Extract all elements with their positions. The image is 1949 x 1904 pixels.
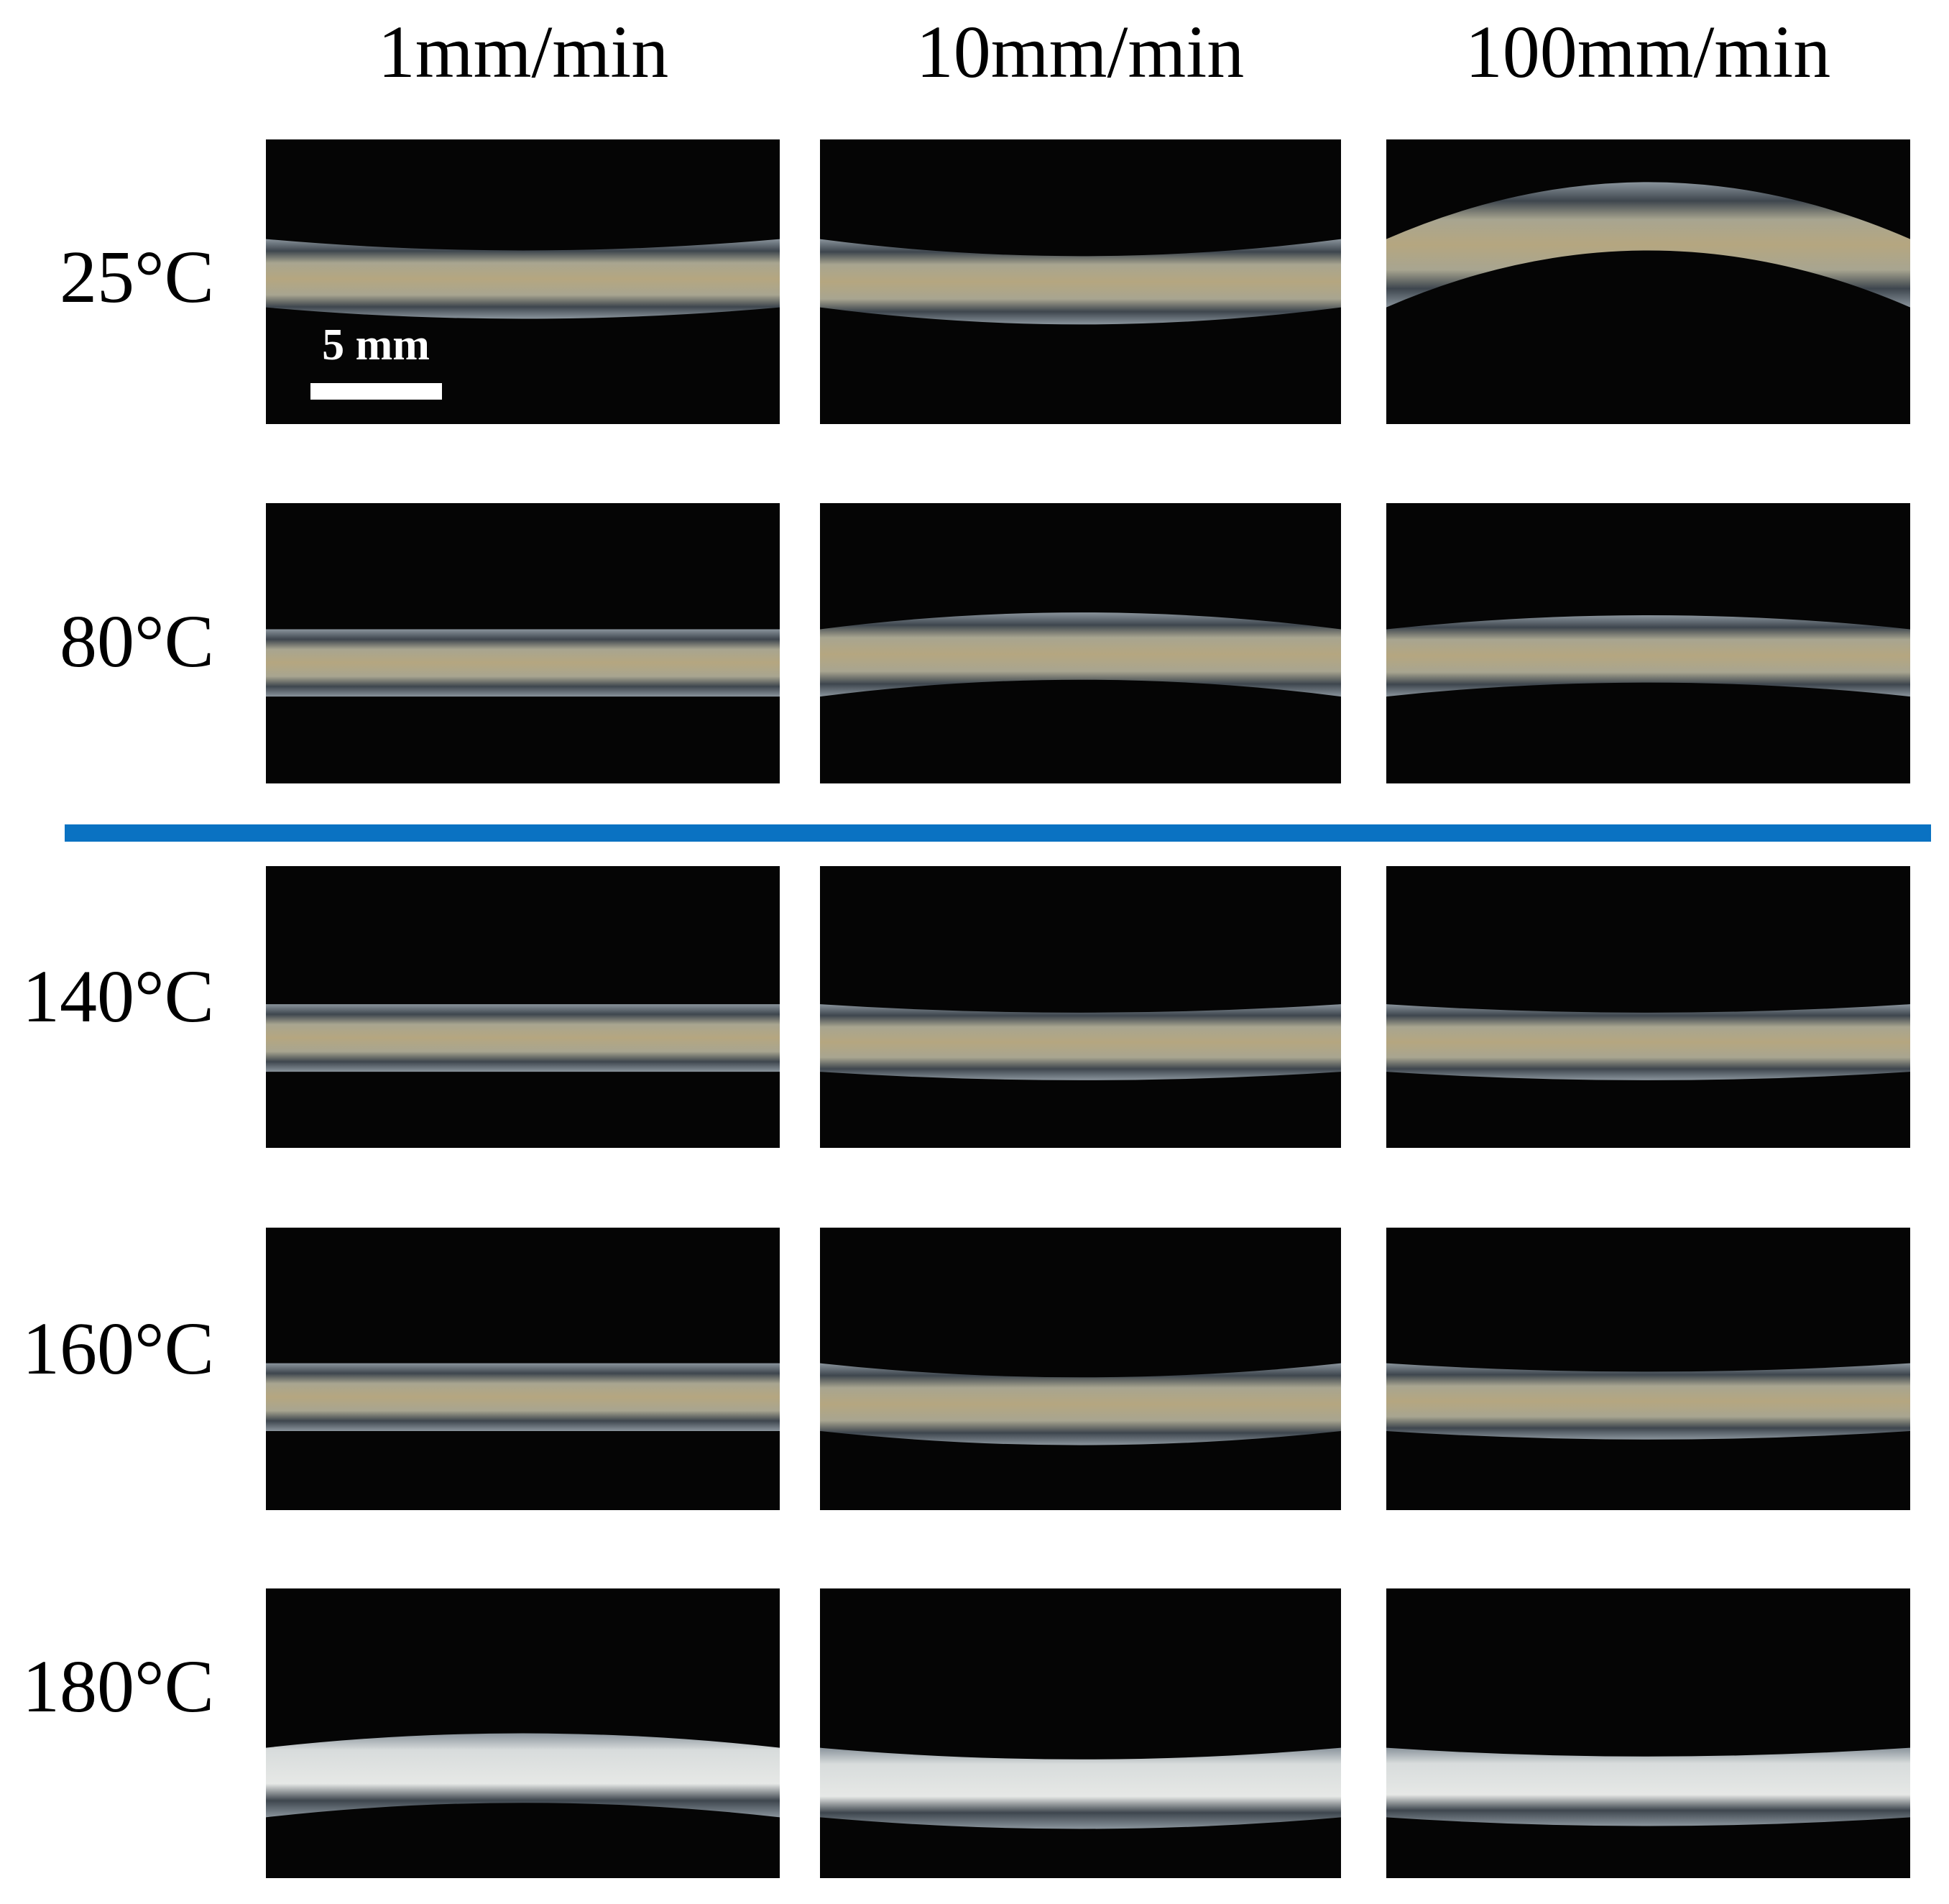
row-label: 80°C — [60, 600, 214, 683]
specimen — [820, 1747, 1341, 1829]
specimen — [820, 1004, 1341, 1080]
column-header: 10mm/min — [916, 11, 1244, 93]
specimen — [266, 1363, 780, 1431]
row-label: 160°C — [22, 1307, 214, 1390]
specimen — [1386, 1747, 1910, 1826]
specimen — [820, 239, 1341, 325]
specimen — [266, 629, 780, 697]
specimen — [1386, 615, 1910, 697]
row-label: 180°C — [22, 1645, 214, 1728]
divider-line — [65, 824, 1931, 842]
photo — [1386, 866, 1910, 1148]
column-header: 100mm/min — [1465, 11, 1830, 93]
photo — [820, 1588, 1341, 1878]
photo — [820, 866, 1341, 1148]
scale-bar-label: 5 mm — [322, 321, 430, 369]
photo — [820, 1228, 1341, 1510]
row-label: 25°C — [60, 236, 214, 318]
row-label: 140°C — [22, 955, 214, 1038]
specimen — [1386, 1004, 1910, 1080]
column-header: 1mm/min — [378, 11, 668, 93]
specimen — [266, 239, 780, 319]
specimen — [1386, 1363, 1910, 1440]
specimen — [1386, 182, 1910, 308]
photo-grid — [266, 139, 1910, 1878]
specimen — [266, 1733, 780, 1818]
specimen — [820, 612, 1341, 697]
photo — [1386, 1588, 1910, 1878]
specimen — [266, 1004, 780, 1072]
scale-bar — [310, 383, 442, 400]
specimen — [820, 1363, 1341, 1445]
